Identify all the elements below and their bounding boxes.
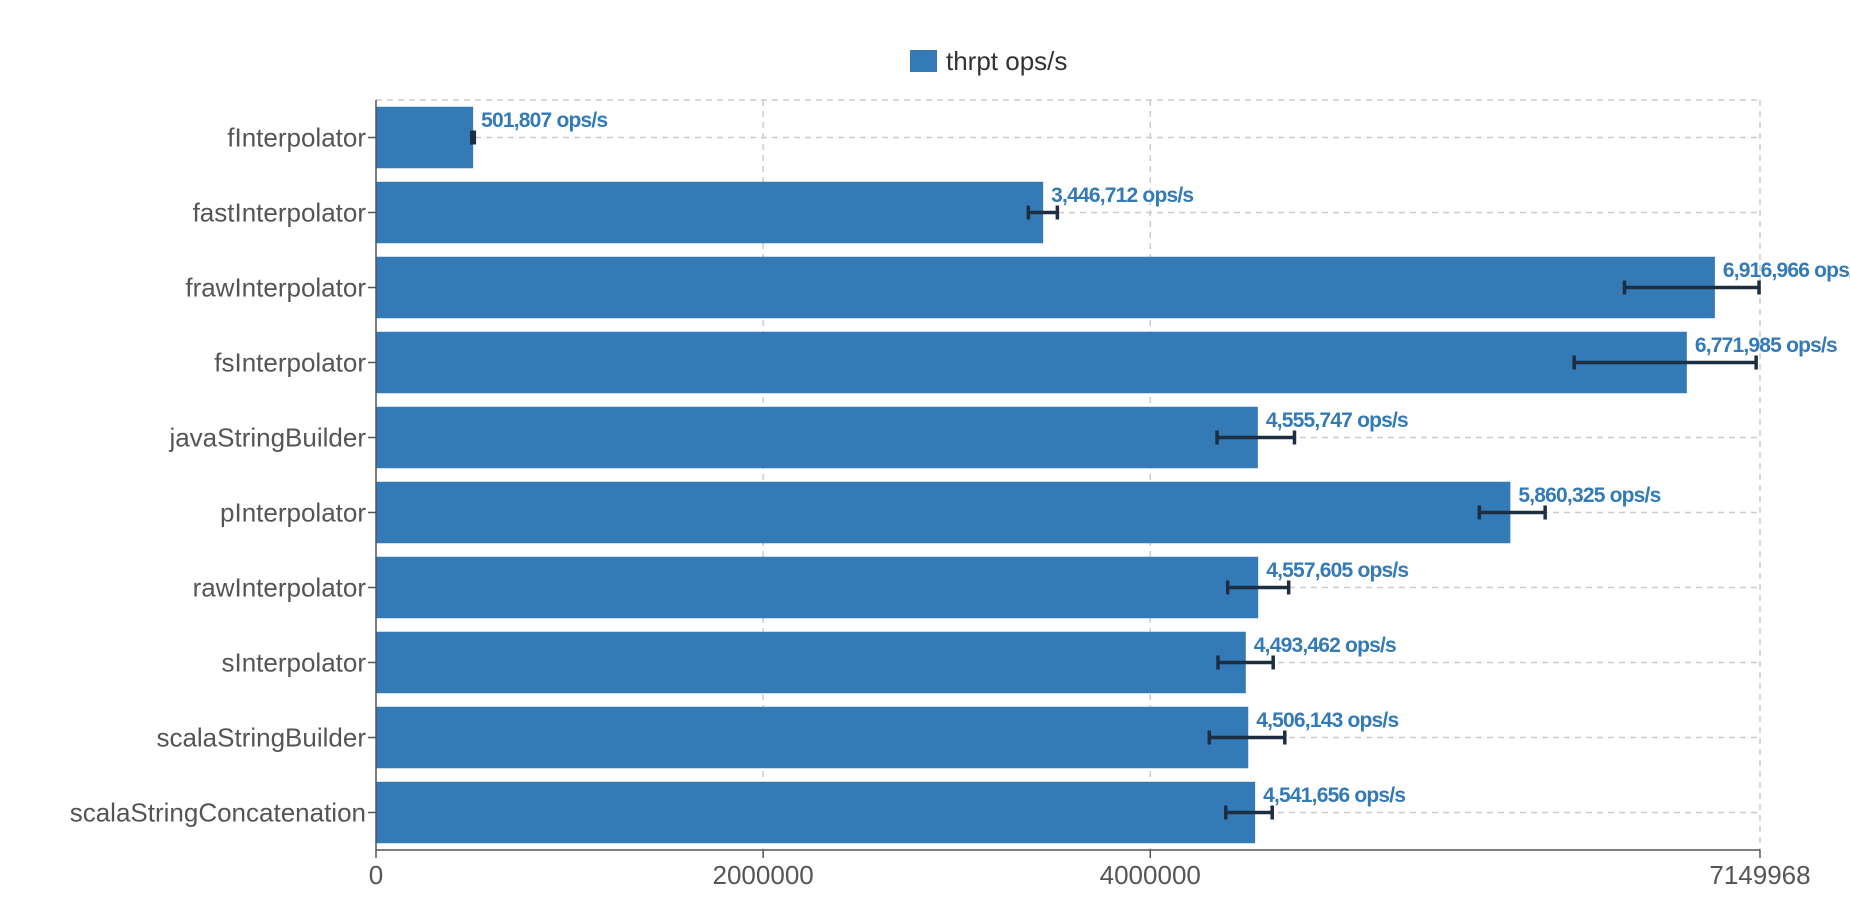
category-label: fInterpolator <box>227 123 366 153</box>
legend-swatch <box>910 50 937 72</box>
error-bars <box>470 130 1761 820</box>
legend: thrpt ops/s <box>910 46 1067 76</box>
x-tick-label: 0 <box>369 860 383 890</box>
category-label: scalaStringBuilder <box>156 723 366 753</box>
data-label: 4,557,605 ops/s <box>1266 559 1408 582</box>
bar <box>376 481 1511 544</box>
bar <box>376 706 1249 769</box>
data-label: 3,446,712 ops/s <box>1051 184 1193 207</box>
category-label: fsInterpolator <box>214 348 366 378</box>
data-label: 501,807 ops/s <box>481 109 607 132</box>
data-labels: 501,807 ops/s 3,446,712 ops/s 6,916,966 op… <box>481 109 1850 807</box>
bars <box>376 106 1715 844</box>
data-label: 6,771,985 ops/s <box>1695 334 1837 357</box>
legend-label: thrpt ops/s <box>946 46 1067 76</box>
category-label: rawInterpolator <box>193 573 367 603</box>
category-label: javaStringBuilder <box>168 423 366 453</box>
axes <box>368 100 1761 858</box>
x-tick-label: 4000000 <box>1100 860 1201 890</box>
bar <box>376 631 1246 694</box>
category-label: scalaStringConcatenation <box>70 798 366 828</box>
bar <box>376 106 474 169</box>
data-label: 6,916,966 ops/s <box>1723 259 1850 282</box>
x-tick-label: 7149968 <box>1709 860 1810 890</box>
bar <box>376 331 1687 394</box>
bar <box>376 181 1044 244</box>
data-label: 4,493,462 ops/s <box>1254 634 1396 657</box>
category-labels: fInterpolator fastInterpolator frawInterpo… <box>70 123 367 828</box>
x-tick-label: 2000000 <box>713 860 814 890</box>
bar <box>376 556 1259 619</box>
category-label: pInterpolator <box>220 498 366 528</box>
data-label: 4,506,143 ops/s <box>1256 709 1398 732</box>
bar <box>376 781 1256 844</box>
data-label: 4,541,656 ops/s <box>1263 784 1405 807</box>
bar <box>376 406 1258 469</box>
category-label: fastInterpolator <box>193 198 367 228</box>
data-label: 5,860,325 ops/s <box>1518 484 1660 507</box>
bar <box>376 256 1715 319</box>
category-label: sInterpolator <box>221 648 366 678</box>
data-label: 4,555,747 ops/s <box>1266 409 1408 432</box>
x-tick-labels: 0 2000000 4000000 7149968 <box>369 860 1811 890</box>
category-label: frawInterpolator <box>185 273 366 303</box>
